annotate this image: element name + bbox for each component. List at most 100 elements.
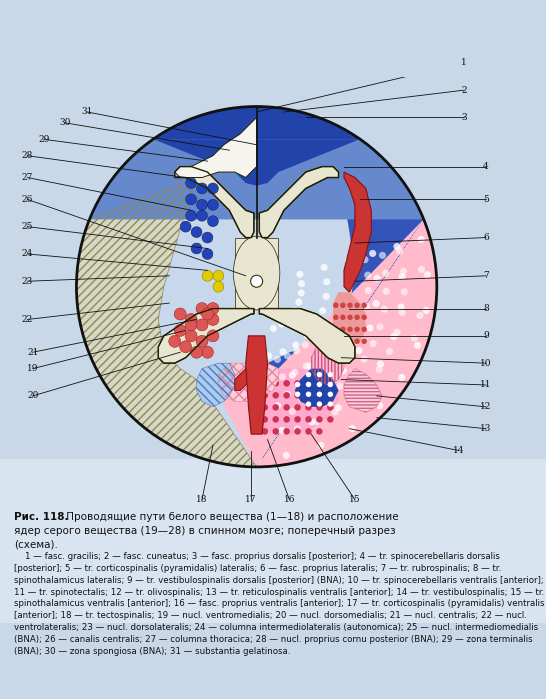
Circle shape	[376, 402, 383, 409]
Text: 14: 14	[453, 446, 465, 455]
Circle shape	[327, 380, 334, 387]
Text: 4: 4	[483, 162, 489, 171]
Circle shape	[361, 326, 367, 332]
Polygon shape	[333, 292, 366, 347]
Polygon shape	[251, 368, 339, 434]
Circle shape	[327, 392, 334, 398]
Text: 12: 12	[480, 403, 491, 411]
Circle shape	[295, 382, 300, 387]
Circle shape	[333, 303, 339, 308]
Circle shape	[185, 330, 197, 342]
Circle shape	[294, 392, 301, 398]
Circle shape	[400, 268, 407, 275]
Text: (схема).: (схема).	[14, 540, 57, 549]
Circle shape	[418, 236, 425, 243]
Polygon shape	[235, 363, 257, 391]
Circle shape	[289, 372, 296, 379]
Polygon shape	[153, 106, 360, 186]
Text: 1 — fasc. gracilis; 2 — fasc. cuneatus; 3 — fasc. proprius dorsalis [posterior];: 1 — fasc. gracilis; 2 — fasc. cuneatus; …	[14, 552, 544, 656]
Circle shape	[316, 416, 323, 423]
Text: 10: 10	[480, 359, 492, 368]
Polygon shape	[295, 368, 339, 407]
Text: 16: 16	[283, 495, 295, 504]
Circle shape	[302, 341, 309, 348]
Circle shape	[274, 356, 281, 363]
Circle shape	[201, 308, 213, 320]
Circle shape	[358, 384, 365, 391]
Text: 22: 22	[22, 315, 33, 324]
Circle shape	[354, 315, 360, 320]
Circle shape	[361, 256, 369, 264]
Circle shape	[376, 366, 383, 373]
Circle shape	[294, 404, 301, 410]
Circle shape	[283, 416, 290, 423]
Circle shape	[272, 416, 279, 423]
Circle shape	[207, 216, 218, 226]
Polygon shape	[76, 178, 257, 467]
Circle shape	[274, 402, 281, 409]
Circle shape	[317, 391, 322, 397]
Polygon shape	[175, 166, 254, 238]
Circle shape	[370, 340, 377, 347]
Circle shape	[340, 367, 347, 374]
Circle shape	[321, 383, 328, 390]
Circle shape	[335, 404, 342, 411]
Circle shape	[186, 194, 197, 205]
Text: ядер серого вещества (19—28) в спинном мозге; поперечный разрез: ядер серого вещества (19—28) в спинном м…	[14, 526, 395, 535]
Circle shape	[348, 277, 355, 284]
Polygon shape	[90, 106, 424, 219]
Circle shape	[286, 315, 293, 322]
Circle shape	[340, 338, 346, 344]
Text: 3: 3	[461, 113, 467, 122]
Circle shape	[363, 303, 370, 310]
Text: 27: 27	[22, 173, 33, 182]
Circle shape	[313, 320, 320, 328]
Circle shape	[328, 372, 333, 377]
Circle shape	[305, 404, 312, 410]
Circle shape	[416, 312, 423, 319]
Circle shape	[270, 325, 277, 332]
Circle shape	[369, 250, 376, 257]
Circle shape	[306, 391, 311, 397]
Text: 23: 23	[22, 277, 33, 286]
Circle shape	[393, 243, 400, 250]
Text: 19: 19	[27, 364, 39, 373]
Circle shape	[186, 178, 197, 189]
Circle shape	[347, 326, 353, 332]
Circle shape	[333, 326, 339, 332]
Text: 17: 17	[245, 495, 257, 504]
Circle shape	[251, 404, 257, 410]
Circle shape	[207, 330, 219, 342]
Circle shape	[328, 401, 333, 407]
Circle shape	[291, 307, 298, 314]
Circle shape	[328, 382, 333, 387]
Circle shape	[322, 350, 329, 356]
Circle shape	[262, 392, 268, 398]
Circle shape	[313, 418, 321, 425]
Polygon shape	[344, 172, 371, 292]
Text: 2: 2	[461, 86, 467, 94]
Text: 5: 5	[483, 195, 489, 204]
Text: 31: 31	[82, 108, 93, 117]
Circle shape	[174, 308, 186, 320]
Circle shape	[382, 270, 389, 277]
Circle shape	[251, 416, 257, 423]
Circle shape	[284, 391, 291, 398]
Circle shape	[76, 106, 437, 467]
Circle shape	[305, 416, 312, 423]
Circle shape	[294, 425, 301, 432]
Circle shape	[347, 315, 353, 320]
Circle shape	[383, 288, 390, 295]
Circle shape	[381, 305, 388, 312]
Circle shape	[196, 319, 208, 331]
Circle shape	[306, 372, 311, 377]
Circle shape	[283, 404, 290, 410]
Circle shape	[377, 361, 384, 368]
Text: 1: 1	[461, 58, 467, 67]
Text: 26: 26	[22, 195, 33, 204]
Text: 20: 20	[27, 391, 38, 401]
Circle shape	[390, 333, 397, 340]
Circle shape	[399, 309, 406, 316]
Text: 6: 6	[483, 233, 489, 242]
Circle shape	[272, 392, 279, 398]
